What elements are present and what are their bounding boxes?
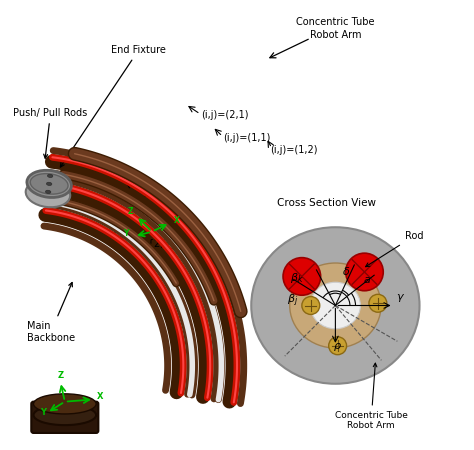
Ellipse shape: [34, 405, 96, 425]
Ellipse shape: [251, 227, 419, 384]
Text: Push/ Pull Rods: Push/ Pull Rods: [13, 108, 88, 158]
Circle shape: [283, 258, 320, 295]
Text: Concentric Tube: Concentric Tube: [296, 17, 374, 27]
Text: Concentric Tube
Robot Arm: Concentric Tube Robot Arm: [335, 363, 408, 430]
Text: X: X: [174, 216, 180, 225]
Text: (i,j)=(2,1): (i,j)=(2,1): [201, 110, 249, 121]
Circle shape: [369, 294, 387, 312]
Text: (i,j)=(1,2): (i,j)=(1,2): [271, 145, 318, 155]
Text: k=1: k=1: [143, 189, 163, 199]
Ellipse shape: [27, 170, 72, 198]
Text: $\beta_k$: $\beta_k$: [291, 271, 304, 285]
Ellipse shape: [46, 182, 52, 185]
Ellipse shape: [30, 174, 68, 194]
Text: Z: Z: [58, 371, 64, 380]
Text: Y: Y: [40, 408, 46, 417]
Circle shape: [328, 337, 346, 355]
Text: Rod: Rod: [365, 231, 423, 267]
Ellipse shape: [34, 394, 96, 414]
Text: k={2,3}: k={2,3}: [134, 238, 176, 248]
Ellipse shape: [290, 263, 381, 348]
Text: Robot Arm: Robot Arm: [310, 30, 361, 40]
Text: Y: Y: [123, 229, 128, 238]
FancyBboxPatch shape: [31, 402, 99, 433]
Text: $\rho$: $\rho$: [333, 342, 342, 353]
Text: $\delta$: $\delta$: [342, 265, 351, 277]
Ellipse shape: [46, 190, 51, 194]
Circle shape: [346, 253, 383, 291]
Text: Main
Backbone: Main Backbone: [27, 283, 75, 343]
Ellipse shape: [47, 174, 53, 177]
Text: Z: Z: [127, 207, 133, 216]
Text: $\gamma$: $\gamma$: [396, 292, 405, 304]
Text: (i,j)=(1,1): (i,j)=(1,1): [224, 133, 271, 143]
Text: X: X: [97, 392, 103, 401]
Text: $\beta_j$: $\beta_j$: [287, 292, 299, 309]
Text: Cross Section View: Cross Section View: [277, 198, 376, 207]
Ellipse shape: [26, 180, 70, 207]
Circle shape: [302, 297, 320, 315]
Text: End Fixture: End Fixture: [60, 45, 166, 167]
Ellipse shape: [310, 282, 360, 329]
Text: $a$: $a$: [363, 275, 371, 285]
